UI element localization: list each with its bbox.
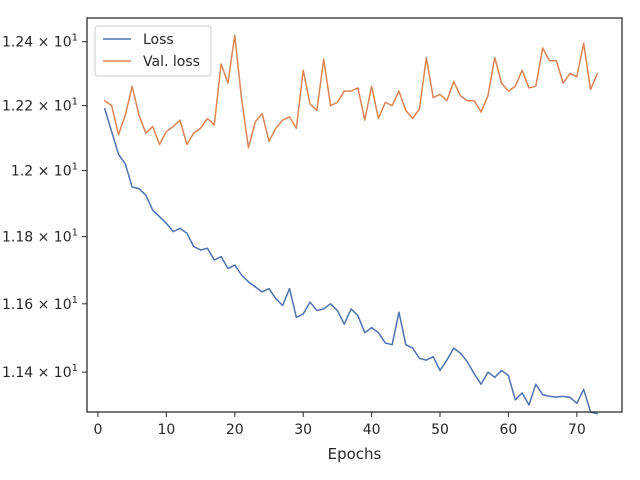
legend: Loss Val. loss xyxy=(94,25,212,77)
y-tick-label: 1.2 × 101 xyxy=(11,162,78,180)
x-tick-label: 70 xyxy=(568,422,586,438)
y-tick-label: 1.16 × 101 xyxy=(2,295,78,313)
plot-area xyxy=(87,18,622,412)
x-tick-label: 20 xyxy=(226,422,244,438)
y-tick-label: 1.22 × 101 xyxy=(2,97,78,115)
x-tick-label: 0 xyxy=(93,422,102,438)
y-tick-label: 1.18 × 101 xyxy=(2,228,78,246)
x-axis-ticks: 0 10 20 30 40 50 60 70 xyxy=(93,412,586,438)
x-axis-label: Epochs xyxy=(328,445,382,463)
x-tick-label: 50 xyxy=(431,422,449,438)
x-tick-label: 10 xyxy=(157,422,175,438)
x-tick-label: 60 xyxy=(500,422,518,438)
legend-label: Val. loss xyxy=(143,54,200,70)
x-tick-label: 40 xyxy=(363,422,381,438)
x-tick-label: 30 xyxy=(294,422,312,438)
series-line-val-loss xyxy=(103,34,599,149)
series-line-loss xyxy=(103,107,599,415)
y-tick-label: 1.24 × 101 xyxy=(2,33,78,51)
y-tick-label: 1.14 × 101 xyxy=(2,363,78,381)
y-axis-ticks: 1.14 × 101 1.16 × 101 1.18 × 101 1.2 × 101 1… xyxy=(2,33,87,381)
series-layer xyxy=(103,34,599,415)
legend-label: Loss xyxy=(143,32,174,48)
plot-frame xyxy=(86,17,623,413)
